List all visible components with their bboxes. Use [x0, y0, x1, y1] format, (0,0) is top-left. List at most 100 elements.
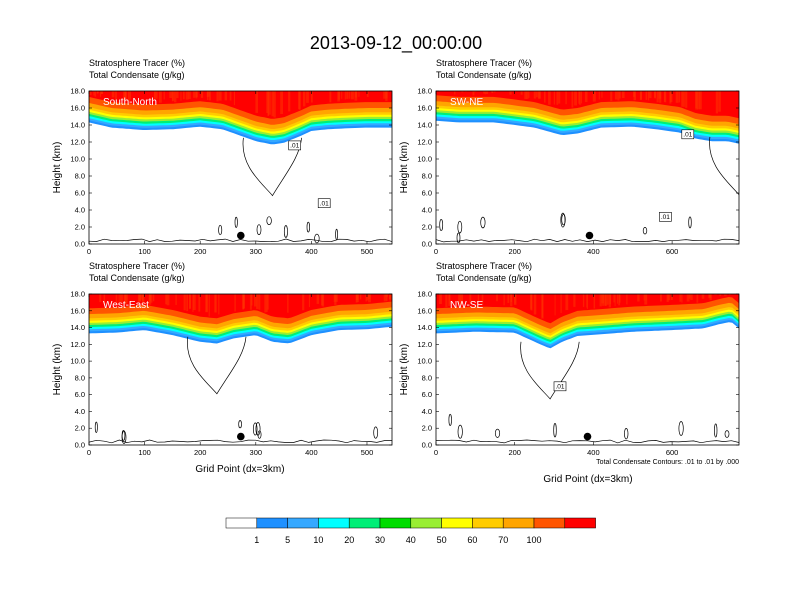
- tracer-streak: [365, 294, 367, 302]
- tracer-streak: [89, 91, 92, 96]
- colorbar-label: 60: [467, 535, 477, 545]
- contour-line: [89, 439, 392, 444]
- tracer-streak: [485, 91, 489, 94]
- y-tick-label: 12.0: [70, 340, 85, 349]
- colorbar-label: 1: [254, 535, 259, 545]
- tracer-streak: [530, 294, 533, 311]
- y-tick-label: 14.0: [70, 121, 85, 130]
- x-tick-label: 300: [250, 448, 263, 457]
- tracer-streak: [709, 294, 712, 300]
- tracer-streak: [386, 294, 388, 302]
- tracer-streak: [385, 294, 388, 297]
- tracer-streak: [368, 294, 371, 303]
- tracer-streak: [599, 294, 602, 307]
- panel-south-north: Stratosphere Tracer (%) Total Condensate …: [52, 58, 393, 256]
- y-tick-label: 4.0: [75, 407, 85, 416]
- contour-line: [121, 430, 126, 441]
- tracer-streak: [541, 294, 543, 318]
- condensate-contours: [89, 137, 392, 244]
- tracer-streak: [124, 294, 126, 303]
- tracer-streak: [574, 91, 577, 106]
- contour-line: [439, 218, 444, 232]
- tracer-streak: [484, 91, 487, 95]
- tracer-streak: [503, 294, 505, 306]
- x-axis-label-right: Grid Point (dx=3km): [543, 474, 632, 485]
- tracer-streak: [473, 91, 477, 92]
- tracer-streak: [152, 294, 155, 302]
- tracer-streak: [348, 91, 351, 99]
- tracer-streak: [613, 294, 615, 303]
- tracer-streak: [483, 91, 485, 94]
- tracer-streak: [329, 91, 332, 103]
- y-tick-label: 18.0: [70, 87, 85, 96]
- tracer-streak: [493, 91, 496, 93]
- tracer-streak: [616, 294, 618, 304]
- contour-label-box: [681, 129, 695, 140]
- tracer-streak: [553, 91, 556, 105]
- colorbar-swatch: [564, 517, 596, 529]
- tracer-streak: [207, 91, 209, 100]
- tracer-streak: [359, 294, 362, 300]
- contour-line: [436, 439, 739, 444]
- contour-line: [242, 137, 302, 197]
- y-tick-label: 14.0: [70, 323, 85, 332]
- y-tick-label: 14.0: [417, 323, 432, 332]
- tracer-streak: [287, 294, 289, 313]
- tracer-streak: [335, 294, 338, 302]
- y-tick-label: 8.0: [422, 172, 432, 181]
- panel-name: NW-SE: [450, 300, 483, 311]
- tracer-streak: [610, 91, 613, 101]
- tracer-streak: [321, 294, 325, 307]
- tracer-streak: [578, 91, 580, 104]
- tracer-streak: [718, 91, 721, 112]
- tracer-streak: [619, 294, 621, 303]
- location-marker: [583, 432, 592, 441]
- contour-label-text: .01: [290, 143, 299, 150]
- tracer-streak: [481, 294, 484, 305]
- contour-line: [283, 225, 288, 238]
- contour-line: [266, 216, 272, 226]
- contour-line: [218, 224, 223, 236]
- colorbar-label: 10: [313, 535, 323, 545]
- field-label: Stratosphere Tracer (%): [89, 58, 185, 68]
- tracer-streak: [701, 294, 705, 299]
- tracer-streak: [334, 294, 337, 305]
- tracer-streak: [176, 91, 179, 99]
- y-axis-label: Height (km): [52, 142, 63, 194]
- colorbar-swatch: [225, 517, 258, 529]
- tracer-streak: [180, 91, 182, 101]
- contour-line: [89, 238, 392, 243]
- tracer-streak: [185, 91, 189, 100]
- tracer-streak: [208, 91, 211, 101]
- tracer-streak: [633, 91, 636, 101]
- contour-line: [252, 422, 258, 436]
- y-tick-label: 2.0: [75, 223, 85, 232]
- tracer-streak: [645, 91, 648, 100]
- tracer-streak: [695, 91, 698, 109]
- tracer-streak: [258, 294, 261, 310]
- tracer-streak: [608, 294, 611, 308]
- tracer-streak: [99, 294, 102, 303]
- y-tick-label: 14.0: [417, 121, 432, 130]
- tracer-streak: [255, 91, 258, 113]
- contour-line: [642, 227, 648, 235]
- contour-label-text: .01: [555, 384, 564, 391]
- tracer-streak: [656, 91, 659, 103]
- tracer-streak: [124, 91, 127, 102]
- location-marker: [237, 432, 245, 441]
- contour-label-box: [659, 212, 672, 222]
- tracer-streak: [658, 91, 662, 99]
- y-tick-label: 0.0: [75, 240, 85, 249]
- tracer-streak: [565, 294, 569, 311]
- tracer-streak: [690, 294, 693, 300]
- tracer-streak: [193, 91, 196, 98]
- contour-line: [709, 136, 739, 196]
- tracer-streak: [166, 294, 170, 306]
- tracer-streak: [118, 294, 120, 305]
- tracer-streak: [120, 294, 123, 302]
- contour-line: [624, 428, 629, 440]
- colorbar-swatch: [318, 517, 350, 529]
- x-tick-label: 100: [138, 448, 151, 457]
- panel-sw-ne: Stratosphere Tracer (%) Total Condensate …: [399, 58, 740, 256]
